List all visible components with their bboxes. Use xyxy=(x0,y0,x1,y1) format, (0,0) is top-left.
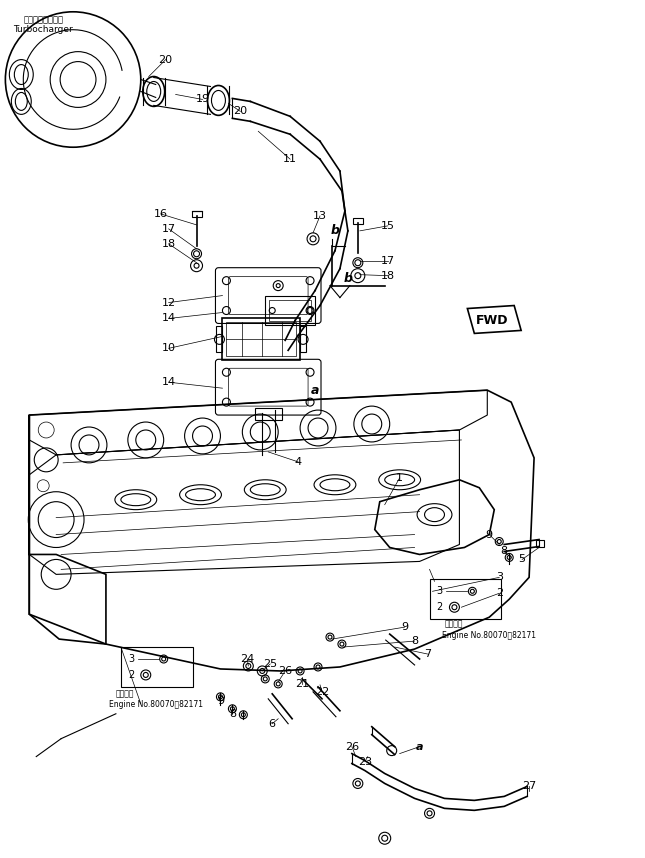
Text: 25: 25 xyxy=(263,659,277,669)
Bar xyxy=(255,408,282,420)
Text: 2: 2 xyxy=(495,589,503,598)
Text: Engine No.80070～82171: Engine No.80070～82171 xyxy=(109,700,203,710)
Text: 26: 26 xyxy=(278,666,292,676)
Text: 14: 14 xyxy=(162,378,175,387)
Text: 17: 17 xyxy=(381,256,395,266)
Text: 9: 9 xyxy=(401,622,408,632)
Text: 7: 7 xyxy=(424,649,431,659)
Text: Engine No.80070～82171: Engine No.80070～82171 xyxy=(442,631,537,639)
Text: 2: 2 xyxy=(437,602,442,613)
Text: 6: 6 xyxy=(269,719,275,728)
Text: 18: 18 xyxy=(162,239,175,249)
Bar xyxy=(217,326,223,353)
Text: 15: 15 xyxy=(381,221,395,231)
Text: 13: 13 xyxy=(313,211,327,221)
Text: 9: 9 xyxy=(217,696,224,706)
Text: 12: 12 xyxy=(162,298,175,307)
Text: 3: 3 xyxy=(496,572,502,583)
Text: 26: 26 xyxy=(345,741,359,752)
Text: 14: 14 xyxy=(162,313,175,323)
Text: 11: 11 xyxy=(283,154,297,164)
Text: 1: 1 xyxy=(396,473,403,483)
Text: 適用号機: 適用号機 xyxy=(116,689,134,698)
Bar xyxy=(121,647,193,687)
Text: b: b xyxy=(343,272,352,285)
Text: 9: 9 xyxy=(486,529,493,540)
Bar xyxy=(192,211,201,217)
Bar xyxy=(226,323,296,356)
Text: 17: 17 xyxy=(162,224,175,234)
Text: 3: 3 xyxy=(437,586,442,596)
Text: 20: 20 xyxy=(159,55,173,64)
Text: a: a xyxy=(311,384,319,396)
Text: 24: 24 xyxy=(240,654,254,664)
Text: 8: 8 xyxy=(229,709,236,719)
Text: 8: 8 xyxy=(501,547,508,557)
Text: 適用号機: 適用号機 xyxy=(444,619,463,629)
Bar xyxy=(430,579,501,619)
Text: 8: 8 xyxy=(411,636,418,646)
Bar xyxy=(269,299,311,322)
Bar xyxy=(300,326,306,353)
Text: 22: 22 xyxy=(315,687,329,697)
Text: 20: 20 xyxy=(233,106,248,117)
Text: 21: 21 xyxy=(295,679,309,689)
Text: 19: 19 xyxy=(195,94,210,105)
Text: 23: 23 xyxy=(358,757,372,766)
Text: a: a xyxy=(416,741,423,752)
Text: 2: 2 xyxy=(128,670,134,680)
Bar xyxy=(265,295,315,325)
Text: 18: 18 xyxy=(381,270,395,281)
Text: FWD: FWD xyxy=(476,314,508,327)
Bar xyxy=(536,540,544,547)
Text: 3: 3 xyxy=(128,654,134,664)
Text: 10: 10 xyxy=(162,343,175,353)
Bar xyxy=(353,218,363,224)
Text: 27: 27 xyxy=(522,782,536,791)
Bar xyxy=(223,318,300,360)
Text: Turbocharger: Turbocharger xyxy=(14,25,73,34)
Text: 4: 4 xyxy=(295,456,302,467)
Text: b: b xyxy=(330,224,339,238)
Text: ターボチャージャ: ターボチャージャ xyxy=(23,15,63,24)
Text: 5: 5 xyxy=(519,554,526,565)
Text: 16: 16 xyxy=(154,209,168,219)
